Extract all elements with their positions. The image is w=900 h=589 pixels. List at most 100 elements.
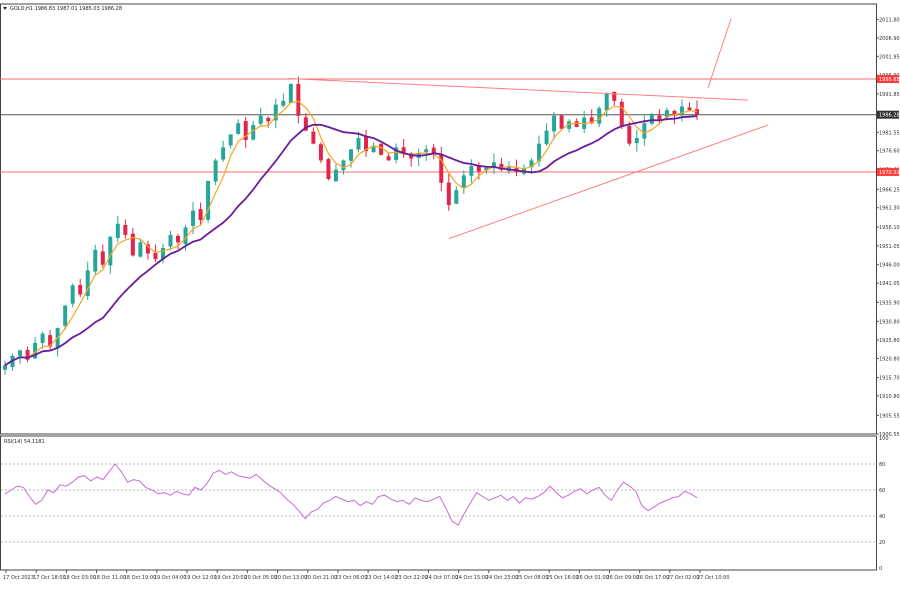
candle-body <box>446 182 451 206</box>
candle-body <box>356 138 361 150</box>
time-axis-label: 23 Oct 14:00 <box>365 575 398 581</box>
level-price-label: 1986.28 <box>879 113 900 119</box>
level-price-tag <box>877 167 899 176</box>
rsi-title-label: RSI(14) 54.1181 <box>4 439 45 445</box>
time-axis-label: 24 Oct 15:00 <box>456 575 489 581</box>
candle-body <box>439 153 444 183</box>
candle-body <box>236 123 241 134</box>
time-axis-label: 20 Oct 13:00 <box>275 575 308 581</box>
candle-body <box>40 333 45 343</box>
price-axis-label: 1915.70 <box>879 376 900 382</box>
candle-body <box>326 159 331 180</box>
candle-body <box>48 335 53 347</box>
candle-body <box>3 365 7 370</box>
candle-body <box>33 342 38 359</box>
price-axis-label: 1910.80 <box>879 394 900 400</box>
candle-body <box>221 147 226 160</box>
candle-body <box>243 120 248 140</box>
candle-body <box>85 270 90 296</box>
candle-body <box>191 210 196 226</box>
candle-body <box>251 125 256 140</box>
candle-body <box>506 166 511 172</box>
candle-body <box>123 224 128 235</box>
candle-body <box>130 233 135 256</box>
candle-body <box>183 227 188 245</box>
breakout-arrow-line <box>707 18 732 88</box>
candle-body <box>296 83 301 116</box>
price-axis-label: 1920.80 <box>879 357 900 363</box>
candle-body <box>176 235 180 243</box>
level-price-tag <box>877 110 899 119</box>
candle-body <box>371 145 376 153</box>
candle-body <box>424 149 429 153</box>
price-axis-label: 1900.55 <box>879 432 900 438</box>
price-axis-label: 1941.05 <box>879 281 900 287</box>
symbol-dropdown-icon[interactable] <box>3 7 7 10</box>
candle-body <box>695 109 699 115</box>
rsi-axis-label: 40 <box>879 514 885 520</box>
candle-body <box>108 236 113 266</box>
descending-trendline <box>287 77 749 101</box>
price-axis-label: 1930.80 <box>879 319 900 325</box>
candle-body <box>145 244 150 254</box>
time-axis-label: 26 Oct 17:00 <box>637 575 670 581</box>
candle-body <box>679 106 684 116</box>
level-price-label: 1970.91 <box>879 170 900 176</box>
candle-body <box>612 91 617 101</box>
candle-body <box>604 93 609 111</box>
candle-body <box>198 209 203 221</box>
candle-body <box>544 130 549 145</box>
candle-body <box>649 113 654 124</box>
time-axis-label: 20 Oct 05:00 <box>244 575 277 581</box>
rsi-axis-label: 80 <box>879 462 885 468</box>
price-axis-label: 1976.60 <box>879 149 900 155</box>
candle-body <box>25 349 30 360</box>
slow-ma-line <box>4 115 698 367</box>
time-axis-label: 18 Oct 19:00 <box>124 575 157 581</box>
price-axis-label: 1905.55 <box>879 413 900 419</box>
candle-body <box>318 144 323 161</box>
price-axis-label: 1956.10 <box>879 225 900 231</box>
candle-body <box>70 285 75 304</box>
candle-body <box>597 108 602 124</box>
time-axis-label: 26 Oct 01:00 <box>576 575 609 581</box>
candle-body <box>687 107 692 111</box>
ascending-trendline <box>448 124 769 240</box>
time-axis-label: 24 Oct 07:00 <box>425 575 458 581</box>
rsi-pane-frame <box>0 435 877 571</box>
candle-body <box>574 121 579 127</box>
candle-body <box>213 160 218 182</box>
candle-body <box>168 234 173 247</box>
time-axis-label: 17 Oct 18:00 <box>33 575 66 581</box>
time-axis-label: 18 Oct 11:00 <box>94 575 127 581</box>
time-axis-label: 27 Oct 10:00 <box>697 575 730 581</box>
price-axis-label: 2011.80 <box>879 18 900 24</box>
candle-body <box>589 117 594 124</box>
rsi-axis-label: 0 <box>879 566 882 572</box>
candle-body <box>311 131 316 144</box>
time-axis-label: 19 Oct 12:00 <box>184 575 217 581</box>
candle-body <box>379 143 384 155</box>
price-axis-label: 1966.25 <box>879 187 900 193</box>
candle-body <box>484 167 489 171</box>
candle-body <box>537 143 542 162</box>
rsi-axis-label: 100 <box>879 436 889 442</box>
time-axis-label: 17 Oct 2023 <box>3 575 34 581</box>
candle-body <box>672 110 677 116</box>
candle-body <box>364 136 369 152</box>
candle-body <box>627 125 632 144</box>
candle-body <box>228 134 233 146</box>
candle-body <box>341 160 346 171</box>
price-axis-label: 1946.00 <box>879 263 900 269</box>
time-axis-label: 18 Oct 03:00 <box>63 575 96 581</box>
candle-body <box>461 175 466 189</box>
rsi-axis-label: 60 <box>879 488 885 494</box>
rsi-axis-label: 20 <box>879 540 885 546</box>
candle-body <box>273 104 278 121</box>
candle-body <box>349 149 353 161</box>
time-axis-label: 23 Oct 06:00 <box>335 575 368 581</box>
fast-ma-line <box>4 100 698 366</box>
